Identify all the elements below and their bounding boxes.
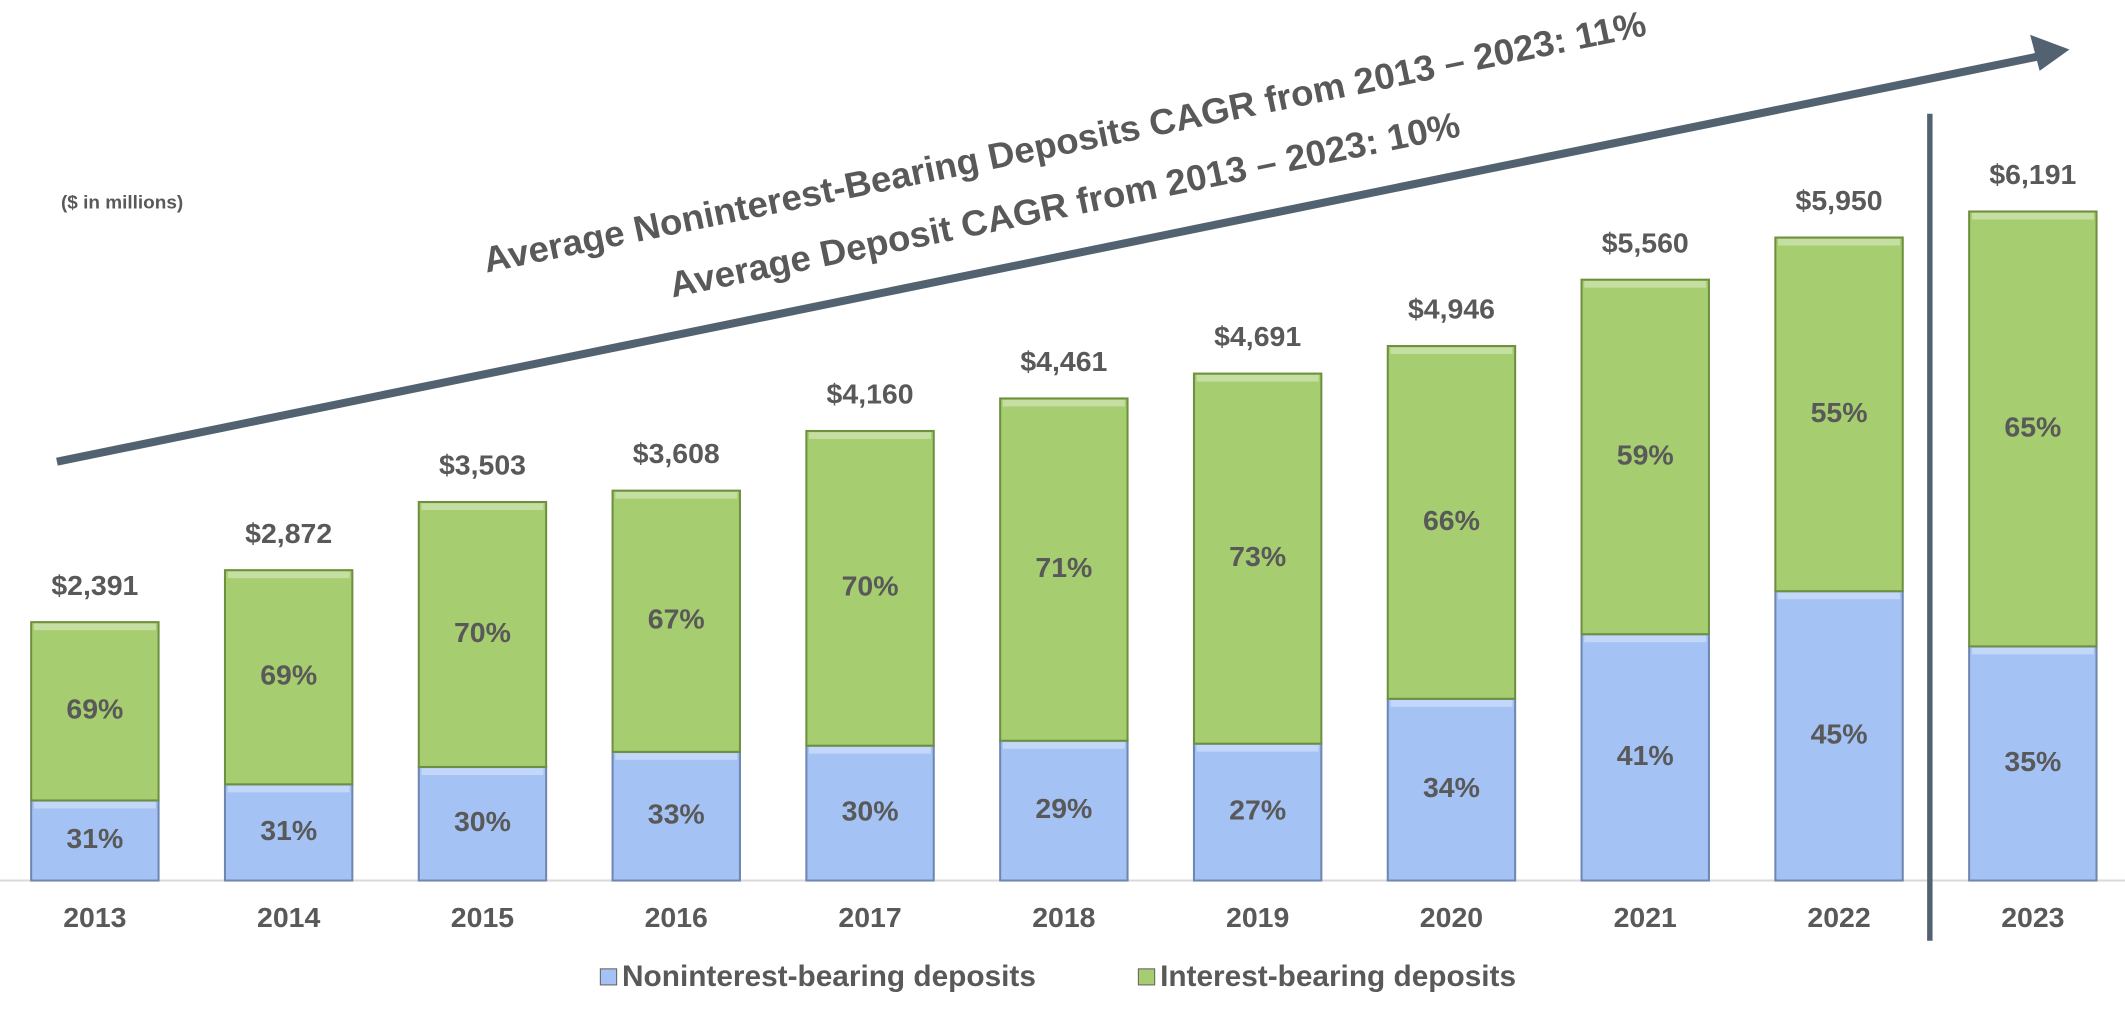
bar-segment	[999, 397, 1129, 742]
segment-label: 67%	[648, 603, 705, 635]
total-label: $4,461	[1020, 345, 1107, 377]
segment-label: 59%	[1617, 439, 1674, 471]
segment-label: 66%	[1423, 504, 1480, 536]
total-label: $5,950	[1796, 184, 1883, 216]
bar-segment	[805, 429, 935, 747]
segment-label: 34%	[1423, 771, 1480, 803]
x-tick-label: 2018	[1032, 901, 1095, 933]
legend-label: Noninterest-bearing deposits	[622, 960, 1036, 993]
bar-bevel	[421, 503, 544, 510]
total-label: $2,872	[245, 517, 332, 549]
x-tick-label: 2015	[451, 901, 514, 933]
legend-swatch	[1137, 968, 1156, 986]
bar-segment	[1774, 236, 1904, 593]
bar-bevel	[227, 785, 350, 793]
segment-label: 27%	[1229, 794, 1286, 826]
bar-bevel	[1584, 281, 1707, 288]
x-tick-label: 2016	[645, 901, 708, 933]
segment-label: 41%	[1617, 739, 1674, 771]
bar-segment	[805, 744, 935, 882]
segment-label: 35%	[2004, 745, 2061, 777]
bar-bevel	[1002, 399, 1125, 407]
bar-segment	[1774, 590, 1904, 882]
bar-segment	[30, 621, 160, 802]
segment-label: 71%	[1035, 551, 1092, 583]
segment-label: 33%	[648, 798, 705, 830]
x-tick-label: 2022	[1807, 901, 1870, 933]
bar-bevel	[421, 768, 544, 775]
segment-label: 30%	[842, 795, 899, 827]
segment-label: 69%	[260, 659, 317, 691]
bar-bevel	[1002, 742, 1125, 749]
bar-segment	[1192, 742, 1323, 882]
segment-label: 29%	[1035, 792, 1092, 824]
total-label: $5,560	[1602, 226, 1689, 258]
segment-label: 69%	[66, 693, 123, 725]
bar-segment	[417, 765, 548, 882]
bar-bevel	[1971, 212, 2094, 220]
bar-segment	[999, 739, 1129, 882]
legend-swatch	[599, 968, 618, 986]
bar-bevel	[33, 801, 156, 809]
bar-segment	[417, 500, 548, 768]
trend-arrow	[56, 52, 2041, 466]
x-tick-label: 2019	[1226, 901, 1289, 933]
total-label: $3,503	[439, 449, 526, 481]
legend-label: Interest-bearing deposits	[1160, 960, 1516, 993]
x-tick-label: 2014	[257, 901, 321, 933]
bar-bevel	[1778, 592, 1901, 600]
total-label: $4,691	[1214, 320, 1301, 352]
x-tick-label: 2023	[2001, 901, 2064, 933]
bar-segment	[1386, 697, 1517, 882]
bar-bevel	[809, 747, 932, 754]
annotation: Average Noninterest-Bearing Deposits CAG…	[480, 3, 1650, 280]
bar-segment	[1580, 633, 1710, 882]
bar-segment	[611, 750, 741, 882]
total-label: $4,946	[1408, 293, 1495, 325]
bar-bevel	[1390, 347, 1513, 355]
bar-segment	[1386, 345, 1517, 700]
total-label: $3,608	[633, 437, 720, 469]
segment-label: 45%	[1811, 717, 1868, 749]
bar-bevel	[1584, 635, 1707, 643]
segment-label: 31%	[66, 822, 123, 854]
bar-bevel	[615, 753, 738, 760]
bar-segment	[1580, 278, 1710, 636]
bar-bevel	[227, 571, 350, 579]
bar-segment	[611, 489, 741, 753]
segment-label: 70%	[842, 570, 899, 602]
unit-note: ($ in millions)	[61, 191, 183, 212]
bar-segment	[1968, 210, 2098, 648]
bar-segment	[223, 569, 354, 786]
segment-label: 30%	[454, 805, 511, 837]
bar-segment	[30, 799, 160, 882]
bar-bevel	[615, 491, 738, 499]
segment-label: 65%	[2004, 411, 2061, 443]
bar-bevel	[1778, 238, 1901, 246]
total-label: $2,391	[51, 569, 138, 601]
segment-label: 73%	[1229, 540, 1286, 572]
bar-segment	[1968, 645, 2098, 882]
segment-label: 70%	[454, 616, 511, 648]
bar-segment	[223, 783, 354, 882]
total-label: $4,160	[827, 378, 914, 410]
total-label: $6,191	[1989, 158, 2076, 190]
bar-segment	[1192, 372, 1323, 745]
bar-bevel	[809, 432, 932, 439]
bar-bevel	[1196, 744, 1319, 752]
x-tick-label: 2020	[1420, 901, 1483, 933]
bar-bevel	[1971, 647, 2094, 655]
bar-bevel	[1390, 700, 1513, 707]
segment-label: 55%	[1811, 396, 1868, 428]
bar-bevel	[1196, 374, 1319, 382]
segment-label: 31%	[260, 814, 317, 846]
x-tick-label: 2013	[63, 901, 126, 933]
x-tick-label: 2021	[1614, 901, 1677, 933]
arrow-head	[2030, 34, 2070, 71]
x-tick-label: 2017	[838, 901, 901, 933]
bar-bevel	[33, 623, 156, 631]
